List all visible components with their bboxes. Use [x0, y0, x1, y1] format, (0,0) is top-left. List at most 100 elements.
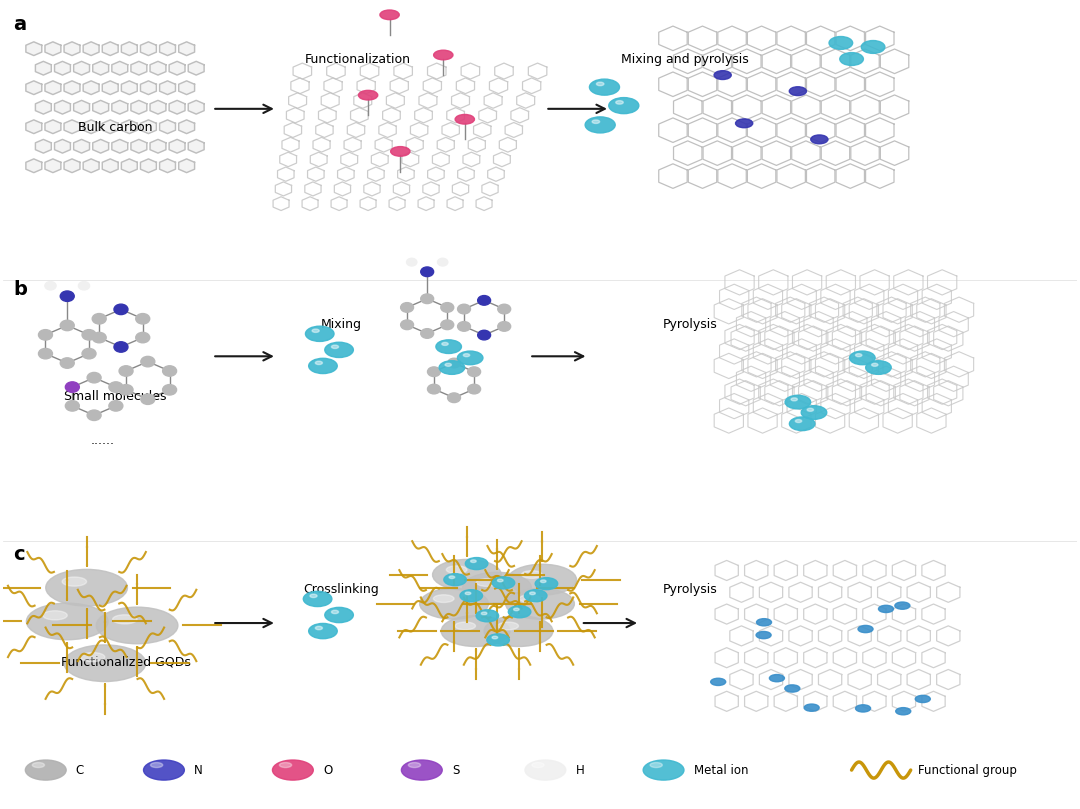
- Ellipse shape: [476, 578, 497, 587]
- Circle shape: [140, 357, 154, 366]
- Circle shape: [458, 304, 471, 314]
- Ellipse shape: [785, 396, 811, 409]
- Ellipse shape: [522, 570, 542, 578]
- Ellipse shape: [585, 116, 616, 133]
- Ellipse shape: [609, 98, 639, 113]
- Ellipse shape: [915, 695, 930, 702]
- Polygon shape: [64, 120, 80, 133]
- Circle shape: [421, 294, 434, 303]
- Ellipse shape: [785, 685, 800, 693]
- Polygon shape: [160, 159, 175, 172]
- Ellipse shape: [514, 608, 519, 611]
- Polygon shape: [170, 139, 185, 153]
- Circle shape: [136, 332, 150, 343]
- Ellipse shape: [840, 53, 863, 66]
- Ellipse shape: [650, 763, 662, 768]
- Ellipse shape: [96, 607, 178, 644]
- Polygon shape: [178, 159, 194, 172]
- Ellipse shape: [872, 363, 878, 366]
- Polygon shape: [140, 42, 157, 56]
- Circle shape: [401, 320, 414, 329]
- Text: N: N: [194, 764, 203, 777]
- Ellipse shape: [325, 608, 353, 623]
- Circle shape: [477, 295, 490, 305]
- Text: c: c: [14, 545, 25, 564]
- Polygon shape: [64, 81, 80, 95]
- Ellipse shape: [80, 653, 105, 662]
- Ellipse shape: [457, 351, 483, 365]
- Ellipse shape: [498, 622, 518, 629]
- Ellipse shape: [26, 604, 108, 640]
- Ellipse shape: [43, 611, 67, 620]
- Circle shape: [119, 366, 133, 376]
- Polygon shape: [93, 100, 109, 114]
- Ellipse shape: [315, 361, 323, 365]
- Polygon shape: [160, 42, 175, 56]
- Circle shape: [468, 367, 481, 376]
- Circle shape: [140, 394, 154, 404]
- Polygon shape: [83, 81, 99, 95]
- Circle shape: [82, 349, 96, 359]
- Circle shape: [477, 330, 490, 340]
- Text: a: a: [14, 15, 27, 34]
- Circle shape: [87, 372, 102, 383]
- Ellipse shape: [895, 602, 910, 609]
- Ellipse shape: [380, 10, 400, 19]
- Ellipse shape: [531, 763, 544, 768]
- Ellipse shape: [280, 763, 292, 768]
- Circle shape: [92, 332, 106, 343]
- Polygon shape: [112, 139, 127, 153]
- Polygon shape: [112, 61, 127, 75]
- Ellipse shape: [32, 763, 44, 768]
- Polygon shape: [188, 61, 204, 75]
- Polygon shape: [103, 81, 118, 95]
- Circle shape: [468, 384, 481, 394]
- Polygon shape: [178, 81, 194, 95]
- Ellipse shape: [850, 351, 875, 365]
- Text: Small molecules: Small molecules: [65, 390, 166, 403]
- Ellipse shape: [789, 87, 807, 95]
- Ellipse shape: [855, 354, 862, 357]
- Text: Pyrolysis: Pyrolysis: [663, 582, 718, 595]
- Ellipse shape: [711, 678, 726, 685]
- Ellipse shape: [807, 409, 813, 411]
- Circle shape: [82, 329, 96, 340]
- Polygon shape: [112, 100, 127, 114]
- Ellipse shape: [525, 760, 566, 780]
- Circle shape: [119, 384, 133, 395]
- Ellipse shape: [509, 606, 531, 618]
- Ellipse shape: [536, 578, 557, 590]
- Polygon shape: [150, 139, 166, 153]
- Polygon shape: [121, 159, 137, 172]
- Ellipse shape: [769, 675, 784, 682]
- Ellipse shape: [895, 708, 910, 715]
- Ellipse shape: [540, 580, 546, 582]
- Circle shape: [109, 400, 123, 411]
- Polygon shape: [54, 139, 70, 153]
- Text: Crosslinking: Crosslinking: [303, 582, 379, 595]
- Polygon shape: [45, 120, 60, 133]
- Text: Functional group: Functional group: [918, 764, 1017, 777]
- Ellipse shape: [436, 340, 461, 354]
- Circle shape: [441, 303, 454, 312]
- Ellipse shape: [312, 329, 320, 332]
- Circle shape: [60, 320, 75, 331]
- Polygon shape: [93, 139, 109, 153]
- Ellipse shape: [829, 36, 853, 49]
- Polygon shape: [73, 61, 90, 75]
- Circle shape: [428, 367, 441, 376]
- Ellipse shape: [590, 79, 620, 95]
- Ellipse shape: [309, 358, 337, 374]
- Ellipse shape: [805, 704, 819, 711]
- Circle shape: [447, 393, 460, 403]
- Polygon shape: [150, 61, 166, 75]
- Polygon shape: [103, 159, 118, 172]
- Ellipse shape: [45, 570, 127, 606]
- Ellipse shape: [498, 579, 503, 582]
- Ellipse shape: [144, 760, 185, 780]
- Ellipse shape: [332, 345, 338, 349]
- Ellipse shape: [789, 417, 815, 430]
- Ellipse shape: [455, 114, 474, 124]
- Polygon shape: [26, 159, 42, 172]
- Text: ......: ......: [91, 434, 114, 447]
